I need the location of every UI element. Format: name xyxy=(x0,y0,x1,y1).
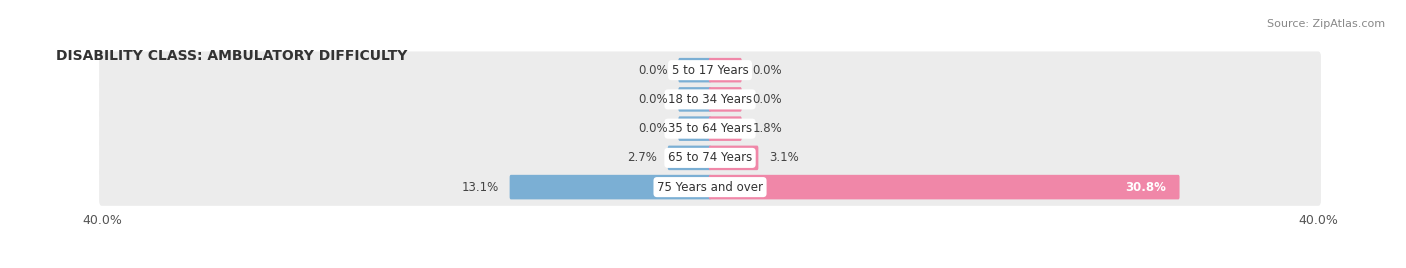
Text: 18 to 34 Years: 18 to 34 Years xyxy=(668,93,752,106)
Text: 2.7%: 2.7% xyxy=(627,151,657,164)
FancyBboxPatch shape xyxy=(679,116,711,141)
Text: 0.0%: 0.0% xyxy=(752,93,782,106)
FancyBboxPatch shape xyxy=(98,139,1322,177)
FancyBboxPatch shape xyxy=(679,58,711,83)
Text: 0.0%: 0.0% xyxy=(638,122,668,135)
FancyBboxPatch shape xyxy=(98,81,1322,118)
Text: 30.8%: 30.8% xyxy=(1125,181,1166,193)
FancyBboxPatch shape xyxy=(679,87,711,112)
Text: 35 to 64 Years: 35 to 64 Years xyxy=(668,122,752,135)
Text: 1.8%: 1.8% xyxy=(752,122,782,135)
Text: 0.0%: 0.0% xyxy=(752,64,782,77)
FancyBboxPatch shape xyxy=(709,58,741,83)
Text: 0.0%: 0.0% xyxy=(638,93,668,106)
FancyBboxPatch shape xyxy=(709,146,758,170)
FancyBboxPatch shape xyxy=(709,116,741,141)
FancyBboxPatch shape xyxy=(98,168,1322,206)
Text: DISABILITY CLASS: AMBULATORY DIFFICULTY: DISABILITY CLASS: AMBULATORY DIFFICULTY xyxy=(56,49,408,63)
Text: 3.1%: 3.1% xyxy=(769,151,799,164)
FancyBboxPatch shape xyxy=(98,51,1322,89)
Text: 5 to 17 Years: 5 to 17 Years xyxy=(672,64,748,77)
FancyBboxPatch shape xyxy=(98,110,1322,147)
FancyBboxPatch shape xyxy=(709,87,741,112)
FancyBboxPatch shape xyxy=(668,146,711,170)
Text: 65 to 74 Years: 65 to 74 Years xyxy=(668,151,752,164)
Text: Source: ZipAtlas.com: Source: ZipAtlas.com xyxy=(1267,19,1385,29)
Text: 0.0%: 0.0% xyxy=(638,64,668,77)
FancyBboxPatch shape xyxy=(709,175,1180,199)
Text: 13.1%: 13.1% xyxy=(461,181,499,193)
Text: 75 Years and over: 75 Years and over xyxy=(657,181,763,193)
FancyBboxPatch shape xyxy=(509,175,711,199)
Legend: Male, Female: Male, Female xyxy=(640,263,780,268)
